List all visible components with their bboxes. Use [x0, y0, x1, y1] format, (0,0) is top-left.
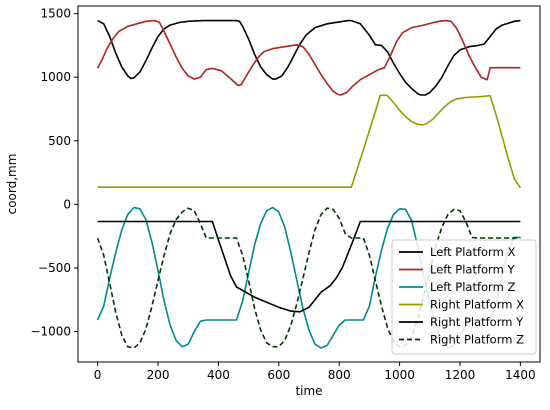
x-tick-label: 200: [147, 368, 170, 382]
x-tick-label: 800: [328, 368, 351, 382]
series-line-4: [97, 220, 521, 313]
x-tick-label: 1000: [384, 368, 415, 382]
y-tick-label: −500: [38, 261, 71, 275]
x-tick-label: 1400: [505, 368, 536, 382]
series-line-3: [97, 94, 522, 189]
y-tick-label: 0: [63, 197, 71, 211]
legend-label-2: Left Platform Z: [430, 280, 515, 294]
y-tick-label: −1000: [30, 324, 71, 338]
y-axis-label: coord,mm: [5, 154, 19, 215]
x-axis: 0 200 400 600 800 1000 1200 1400: [94, 362, 536, 382]
legend-label-3: Right Platform X: [430, 298, 524, 312]
y-tick-label: 1500: [40, 7, 71, 21]
legend-label-1: Left Platform Y: [430, 263, 515, 277]
legend-label-4: Right Platform Y: [430, 315, 524, 329]
y-axis: −1000 −500 0 500 1000 1500: [30, 7, 78, 338]
legend-box: [391, 239, 537, 355]
y-tick-label: 1000: [40, 70, 71, 84]
legend-label-0: Left Platform X: [430, 245, 515, 259]
x-tick-label: 0: [94, 368, 102, 382]
plot-frame: [77, 5, 541, 363]
series-line-0: [97, 19, 521, 96]
legend-label-5: Right Platform Z: [430, 333, 524, 347]
x-tick-label: 600: [267, 368, 290, 382]
series-line-1: [96, 19, 521, 96]
x-tick-label: 400: [207, 368, 230, 382]
legend: Left Platform X Left Platform Y Left Platf…: [391, 239, 537, 355]
x-tick-label: 1200: [445, 368, 476, 382]
plot-area: [96, 19, 522, 349]
y-tick-label: 500: [48, 134, 71, 148]
series-line-5: [96, 207, 521, 349]
x-axis-label: time: [295, 384, 322, 398]
